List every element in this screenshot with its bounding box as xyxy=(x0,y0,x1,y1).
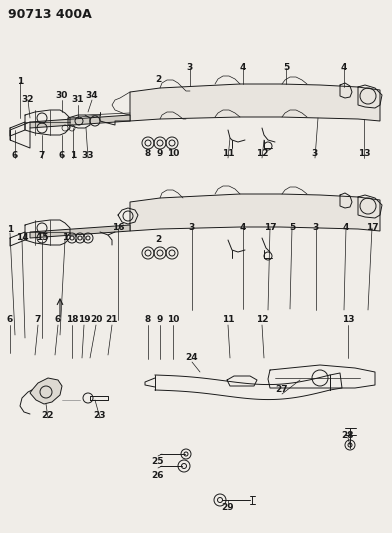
Text: 2: 2 xyxy=(155,76,161,85)
Text: 20: 20 xyxy=(90,316,102,325)
Text: 6: 6 xyxy=(12,150,18,159)
Text: 3: 3 xyxy=(312,149,318,157)
Text: 4: 4 xyxy=(341,63,347,72)
Text: 26: 26 xyxy=(152,472,164,481)
Text: 1: 1 xyxy=(62,233,68,243)
Text: 3: 3 xyxy=(189,223,195,232)
Text: 4: 4 xyxy=(240,223,246,232)
Text: 4: 4 xyxy=(343,223,349,232)
Text: 21: 21 xyxy=(106,316,118,325)
Text: 13: 13 xyxy=(358,149,370,157)
Text: 5: 5 xyxy=(283,63,289,72)
Text: 6: 6 xyxy=(7,316,13,325)
Text: 17: 17 xyxy=(366,223,378,232)
Text: 33: 33 xyxy=(82,150,94,159)
Text: 3: 3 xyxy=(313,223,319,232)
Text: 9: 9 xyxy=(157,316,163,325)
Polygon shape xyxy=(30,115,130,128)
Text: 27: 27 xyxy=(276,385,288,394)
Text: 6: 6 xyxy=(59,150,65,159)
Polygon shape xyxy=(130,194,380,231)
Text: 24: 24 xyxy=(186,353,198,362)
Text: 22: 22 xyxy=(42,410,54,419)
Text: 18: 18 xyxy=(66,316,78,325)
Text: 11: 11 xyxy=(222,316,234,325)
Text: 2: 2 xyxy=(155,236,161,245)
Text: 10: 10 xyxy=(167,316,179,325)
Text: 7: 7 xyxy=(35,316,41,325)
Text: 16: 16 xyxy=(112,223,124,232)
Text: 1: 1 xyxy=(17,77,23,86)
Text: 12: 12 xyxy=(256,316,268,325)
Text: 17: 17 xyxy=(264,223,276,232)
Text: 30: 30 xyxy=(56,91,68,100)
Text: 11: 11 xyxy=(222,149,234,157)
Text: 34: 34 xyxy=(86,91,98,100)
Text: 5: 5 xyxy=(289,223,295,232)
Text: 1: 1 xyxy=(7,225,13,235)
Text: 9: 9 xyxy=(157,149,163,157)
Text: 8: 8 xyxy=(145,149,151,157)
Text: 10: 10 xyxy=(167,149,179,157)
Text: 31: 31 xyxy=(72,95,84,104)
Text: 32: 32 xyxy=(22,95,34,104)
Text: 1: 1 xyxy=(70,150,76,159)
Text: 23: 23 xyxy=(94,410,106,419)
Text: 29: 29 xyxy=(222,504,234,513)
Polygon shape xyxy=(130,84,380,121)
Text: 25: 25 xyxy=(152,457,164,466)
Text: 15: 15 xyxy=(36,233,48,243)
Text: 8: 8 xyxy=(145,316,151,325)
Polygon shape xyxy=(30,225,130,238)
Text: 12: 12 xyxy=(256,149,268,157)
Text: 28: 28 xyxy=(342,431,354,440)
Text: 3: 3 xyxy=(187,63,193,72)
Text: 90713 400A: 90713 400A xyxy=(8,8,92,21)
Polygon shape xyxy=(30,378,62,404)
Text: 19: 19 xyxy=(78,316,90,325)
Text: 13: 13 xyxy=(342,316,354,325)
Text: 7: 7 xyxy=(39,150,45,159)
Text: 4: 4 xyxy=(240,63,246,72)
Text: 6: 6 xyxy=(55,316,61,325)
Text: 14: 14 xyxy=(16,233,28,243)
